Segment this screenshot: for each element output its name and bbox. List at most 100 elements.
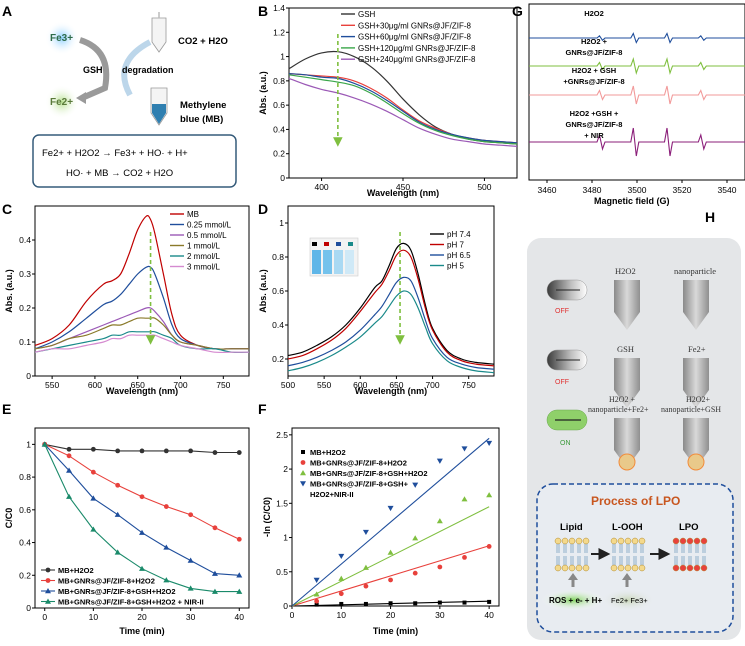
x-tick-label-F-3: 30 [435, 610, 445, 620]
data-point-F-0-3 [388, 601, 393, 606]
series-line-C-1 [34, 265, 249, 350]
series-line-D-2 [287, 276, 495, 370]
fe2-label: Fe2+ [50, 97, 73, 108]
data-point-F-0-1 [339, 601, 344, 606]
x-tick-label-B-0: 400 [314, 182, 328, 192]
legend-text-B-1: GSH+30μg/ml GNRs@JF/ZIF-8 [358, 21, 472, 30]
legend-text-D-0: pH 7.4 [447, 230, 471, 239]
fe-glow [602, 589, 654, 611]
data-point-E-2-4 [139, 529, 145, 535]
chart-e: 0 10 20 30 40 0 0.2 0.4 0.6 0.8 1 Time (min) C/C0 MB+… [4, 427, 250, 636]
legend-text-C-4: 2 mmol/L [187, 252, 220, 261]
y-tick-label-B-0: 0 [280, 173, 285, 183]
x-tick-label-F-0: 0 [290, 610, 295, 620]
data-point-F-0-0 [314, 602, 319, 607]
data-point-F-2-3 [387, 549, 394, 555]
tube-label-nanoparticle: nanoparticle [674, 266, 716, 276]
tube-fe2 [683, 358, 709, 408]
inset-cuvette-3 [334, 250, 343, 274]
data-point-E-1-3 [115, 482, 121, 488]
data-point-E-1-1 [66, 453, 72, 459]
inset-cuvette-1 [312, 250, 321, 274]
series-line-B-4 [288, 77, 518, 147]
legend-text-F-2: MB+GNRs@JF/ZIF-8+GSH+H2O2 [310, 469, 428, 478]
data-point-F-3-1 [338, 553, 345, 560]
tube-h2o2-np-fe2 [614, 418, 640, 468]
data-point-F-3-4 [412, 482, 419, 488]
data-point-E-3-0 [41, 441, 48, 447]
epr-x-tick-label-2: 3500 [628, 185, 647, 195]
legend-text-E-2: MB+GNRs@JF/ZIF-8+GSH+H2O2 [58, 587, 176, 596]
fe3-label: Fe3+ [50, 33, 73, 44]
process-title: Process of LPO [591, 494, 680, 508]
laser-off-1: OFF [546, 279, 588, 315]
data-point-F-1-7 [486, 544, 492, 549]
looh-label: L-OOH [612, 522, 643, 533]
y-tick-label-E-2: 0.4 [19, 538, 31, 548]
y-tick-label-F-1: 0.5 [276, 567, 288, 577]
data-point-E-3-6 [187, 585, 194, 591]
x-axis-label-E: Time (min) [119, 626, 164, 636]
data-point-F-2-7 [486, 492, 493, 498]
x-tick-label-C-0: 550 [45, 380, 59, 390]
series-line-C-2 [34, 306, 249, 350]
data-point-E-1-6 [188, 512, 194, 518]
data-point-E-3-2 [90, 526, 97, 532]
tube-h2o2 [614, 280, 640, 330]
y-tick-label-D-3: 0.8 [272, 252, 284, 262]
data-point-F-0-7 [487, 599, 492, 604]
laser-off-2: OFF [546, 349, 588, 386]
inset-marker-red [324, 242, 329, 246]
data-point-E-3-5 [163, 577, 170, 583]
panel-label-h: H [705, 209, 715, 225]
fe3-glow [45, 21, 79, 55]
equation-1: Fe2+ + H2O2 → Fe3+ + HO· + H+ [42, 148, 188, 159]
tube-gsh [614, 358, 640, 408]
data-point-F-0-6 [462, 600, 467, 605]
inset-marker-teal [348, 242, 353, 246]
chart-f: 0 10 20 30 40 0 0.5 1 1.5 2 2.5 Time (min) -ln (C/C0… [262, 427, 500, 636]
y-tick-label-D-2: 0.6 [272, 286, 284, 296]
series-line-B-1 [288, 73, 518, 144]
x-tick-label-E-3: 30 [186, 612, 196, 622]
tube-label-5b: nanoparticle+Fe2+ [588, 405, 649, 414]
legend-marker-F-3 [300, 481, 306, 487]
legend-text-F-0: MB+H2O2 [310, 448, 346, 457]
tube-label-h2o2: H2O2 [615, 266, 636, 276]
legend-text-F-3: MB+GNRs@JF/ZIF-8+GSH+ [310, 480, 409, 489]
epr-trace-3 [529, 127, 745, 157]
x-tick-label-D-2: 600 [353, 380, 367, 390]
data-point-F-3-2 [362, 529, 369, 536]
y-tick-label-C-4: 0.4 [19, 235, 31, 245]
x-axis-label-D: Wavelength (nm) [355, 386, 427, 396]
legend-marker-E-0 [45, 567, 51, 573]
data-point-E-1-8 [236, 536, 242, 542]
data-point-E-0-6 [188, 448, 194, 454]
legend-text-B-0: GSH [358, 10, 376, 19]
data-point-F-1-1 [338, 591, 344, 597]
epr-label-2-1: +GNRs@JF/ZIF-8 [563, 77, 624, 86]
x-axis-label-F: Time (min) [373, 626, 418, 636]
equation-box [32, 134, 237, 188]
inset-marker-black [312, 242, 317, 246]
y-tick-label-F-3: 1.5 [276, 498, 288, 508]
data-point-F-2-2 [362, 564, 369, 570]
legend-text-F-4: H2O2+NIR-II [310, 490, 354, 499]
inset-cuvette-2 [323, 250, 332, 274]
y-tick-label-F-4: 2 [283, 464, 288, 474]
series-line-C-5 [34, 334, 249, 354]
data-point-F-3-3 [387, 505, 394, 512]
y-tick-label-B-5: 1 [280, 52, 285, 62]
legend-text-F-1: MB+GNRs@JF/ZIF-8+H2O2 [310, 459, 407, 468]
data-point-F-2-1 [338, 575, 345, 581]
x-tick-label-C-4: 750 [216, 380, 230, 390]
cycle-arrowhead [76, 92, 86, 104]
x-tick-label-C-1: 600 [88, 380, 102, 390]
panel-label-e: E [2, 401, 11, 417]
y-axis-label-D: Abs. (a.u.) [258, 269, 268, 313]
data-point-E-3-3 [114, 549, 121, 555]
x-tick-label-E-4: 40 [235, 612, 245, 622]
data-point-E-3-7 [211, 588, 218, 594]
y-tick-label-C-3: 0.3 [19, 269, 31, 279]
legend-text-E-1: MB+GNRs@JF/ZIF-8+H2O2 [58, 577, 155, 586]
